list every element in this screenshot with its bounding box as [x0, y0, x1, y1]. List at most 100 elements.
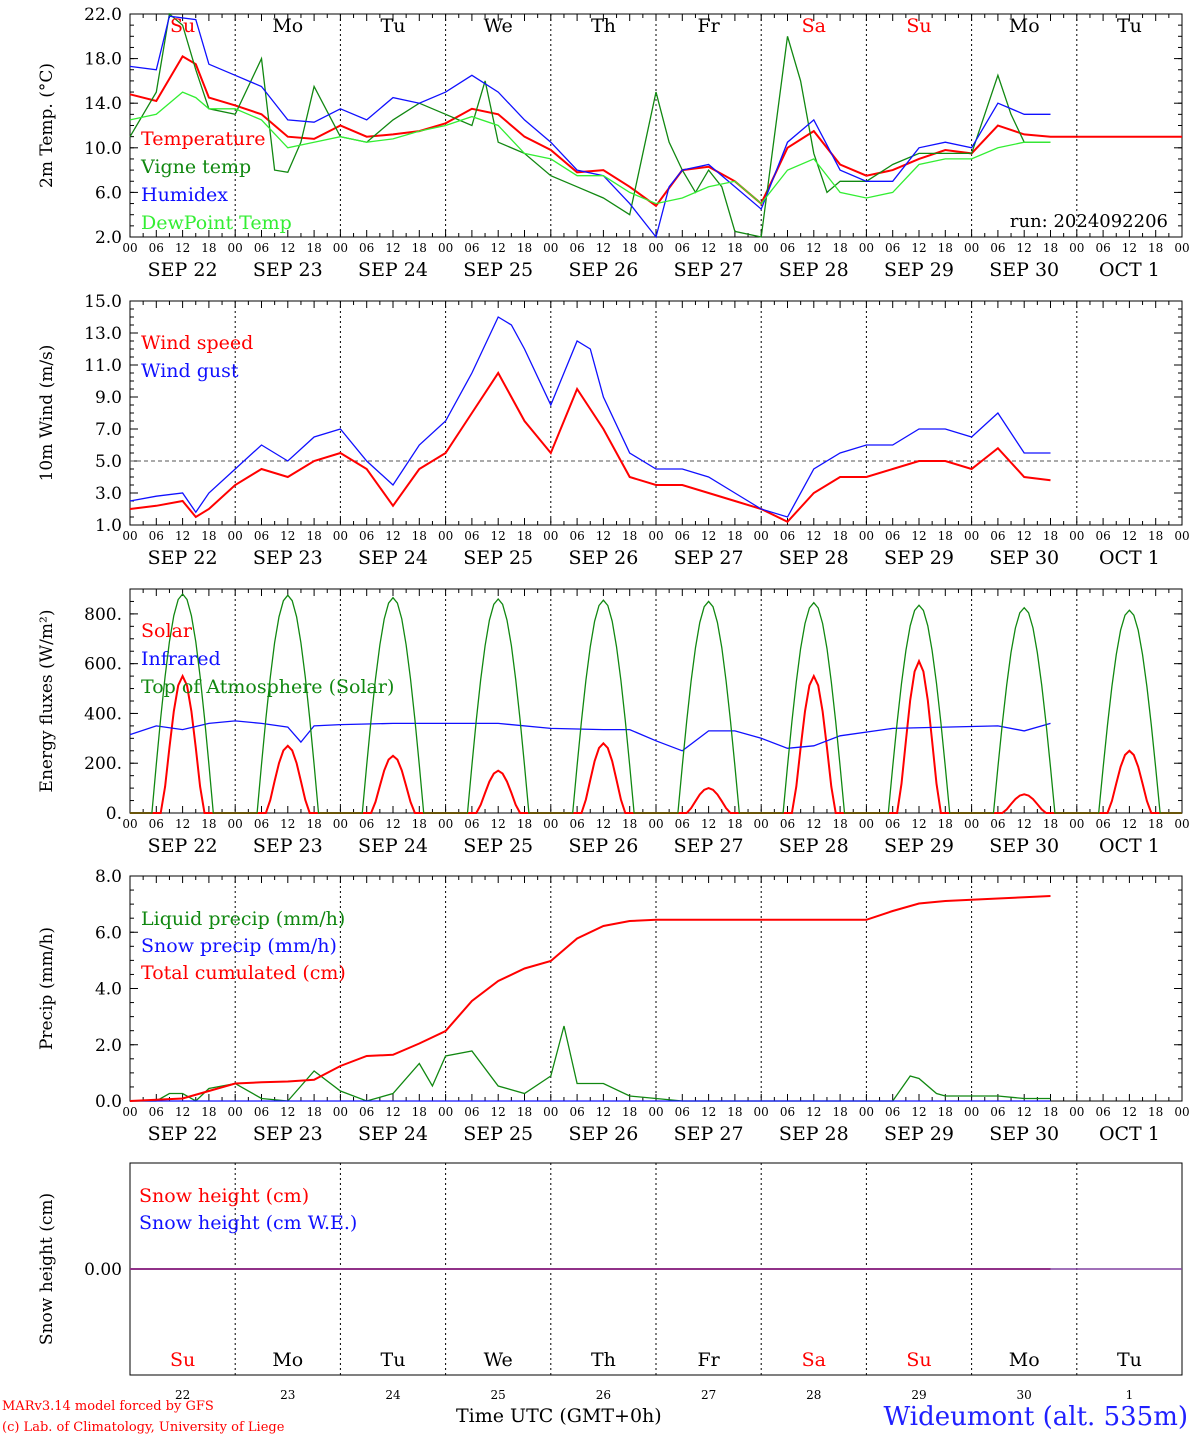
hour-tick-label: 06 — [780, 817, 795, 831]
day-name: We — [484, 1349, 513, 1371]
date-label: SEP 22 — [148, 259, 218, 281]
date-label: OCT 1 — [1099, 547, 1160, 569]
hour-tick-label: 18 — [1148, 1105, 1163, 1119]
hour-tick-label: 00 — [1174, 241, 1189, 255]
day-number: 27 — [701, 1388, 716, 1402]
y-tick-label: 4.0 — [95, 980, 122, 1000]
hour-tick-label: 12 — [911, 529, 926, 543]
hour-tick-label: 06 — [990, 817, 1005, 831]
series-line-liquid-precip-mm-h- — [130, 1025, 1051, 1102]
date-label: SEP 30 — [989, 547, 1059, 569]
hour-tick-label: 12 — [385, 817, 400, 831]
date-label: SEP 27 — [674, 835, 744, 857]
hour-tick-label: 06 — [359, 241, 374, 255]
hour-tick-label: 18 — [727, 1105, 742, 1119]
hour-tick-label: 12 — [701, 817, 716, 831]
date-label: SEP 23 — [253, 547, 323, 569]
hour-tick-label: 06 — [569, 529, 584, 543]
day-number: 28 — [806, 1388, 821, 1402]
y-tick-label: 5.0 — [95, 452, 122, 472]
hour-tick-label: 12 — [491, 817, 506, 831]
y-tick-label: 200. — [84, 754, 122, 774]
hour-tick-label: 00 — [122, 817, 137, 831]
hour-tick-label: 12 — [385, 529, 400, 543]
hour-tick-label: 06 — [780, 529, 795, 543]
hour-tick-label: 00 — [333, 1105, 348, 1119]
date-label: SEP 29 — [884, 835, 954, 857]
hour-tick-label: 12 — [806, 241, 821, 255]
hour-tick-label: 18 — [1043, 1105, 1058, 1119]
y-tick-label: 0.0 — [95, 1092, 122, 1112]
legend-entry: Solar — [141, 620, 193, 642]
hour-tick-label: 00 — [648, 529, 663, 543]
hour-tick-label: 12 — [701, 1105, 716, 1119]
hour-tick-label: 18 — [1148, 529, 1163, 543]
hour-tick-label: 12 — [806, 817, 821, 831]
hour-tick-label: 12 — [280, 529, 295, 543]
day-number: 23 — [280, 1388, 295, 1402]
series-line-wind-speed — [129, 371, 1051, 524]
date-label: SEP 26 — [568, 835, 638, 857]
hour-tick-label: 06 — [885, 241, 900, 255]
series-line-wind-gust — [129, 316, 1051, 518]
date-label: SEP 27 — [674, 547, 744, 569]
hour-tick-label: 06 — [990, 529, 1005, 543]
date-label: SEP 29 — [884, 259, 954, 281]
day-name: Fr — [697, 15, 720, 37]
series-line-dewpoint-temp — [129, 91, 1051, 205]
hour-tick-label: 00 — [333, 241, 348, 255]
date-label: SEP 23 — [253, 259, 323, 281]
hour-tick-label: 00 — [543, 241, 558, 255]
hour-tick-label: 18 — [201, 241, 216, 255]
hour-tick-label: 12 — [175, 529, 190, 543]
series-line-humidex — [129, 15, 1051, 239]
hour-tick-label: 18 — [727, 817, 742, 831]
hour-tick-label: 00 — [228, 241, 243, 255]
day-name: Tu — [1117, 1349, 1142, 1371]
hour-tick-label: 18 — [832, 529, 847, 543]
legend-entry: Wind speed — [141, 332, 253, 354]
legend-entry: Snow height (cm W.E.) — [139, 1212, 357, 1234]
hour-tick-label: 12 — [280, 241, 295, 255]
hour-tick-label: 12 — [1122, 241, 1137, 255]
date-label: SEP 29 — [884, 547, 954, 569]
day-number: 1 — [1126, 1388, 1134, 1402]
y-tick-label: 0.00 — [84, 1260, 122, 1280]
hour-tick-label: 18 — [517, 529, 532, 543]
hour-tick-label: 06 — [675, 529, 690, 543]
hour-tick-label: 00 — [648, 241, 663, 255]
hour-tick-label: 12 — [596, 241, 611, 255]
hour-tick-label: 06 — [569, 817, 584, 831]
hour-tick-label: 12 — [280, 817, 295, 831]
hour-tick-label: 00 — [438, 529, 453, 543]
hour-tick-label: 00 — [333, 817, 348, 831]
hour-tick-label: 06 — [149, 817, 164, 831]
day-number: 26 — [596, 1388, 611, 1402]
hour-tick-label: 12 — [1122, 1105, 1137, 1119]
day-name: We — [484, 15, 513, 37]
hour-tick-label: 06 — [569, 241, 584, 255]
date-label: SEP 27 — [674, 1123, 744, 1145]
date-label: SEP 23 — [253, 835, 323, 857]
day-number: 24 — [385, 1388, 401, 1402]
hour-tick-label: 00 — [333, 529, 348, 543]
y-tick-label: 6.0 — [95, 183, 122, 203]
series-line-total-cumulated-cm- — [129, 895, 1051, 1102]
hour-tick-label: 12 — [911, 817, 926, 831]
hour-tick-label: 12 — [911, 241, 926, 255]
y-axis-label: Snow height (cm) — [37, 1193, 57, 1345]
hour-tick-label: 00 — [438, 817, 453, 831]
hour-tick-label: 18 — [201, 1105, 216, 1119]
hour-tick-label: 12 — [596, 817, 611, 831]
hour-tick-label: 00 — [859, 241, 874, 255]
day-name: Su — [170, 15, 195, 37]
hour-tick-label: 18 — [938, 817, 953, 831]
hour-tick-label: 00 — [543, 817, 558, 831]
hour-tick-label: 00 — [754, 817, 769, 831]
hour-tick-label: 00 — [648, 1105, 663, 1119]
hour-tick-label: 00 — [122, 1105, 137, 1119]
hour-tick-label: 12 — [701, 529, 716, 543]
y-tick-label: 13.0 — [84, 324, 122, 344]
hour-tick-label: 00 — [754, 241, 769, 255]
hour-tick-label: 00 — [1069, 1105, 1084, 1119]
